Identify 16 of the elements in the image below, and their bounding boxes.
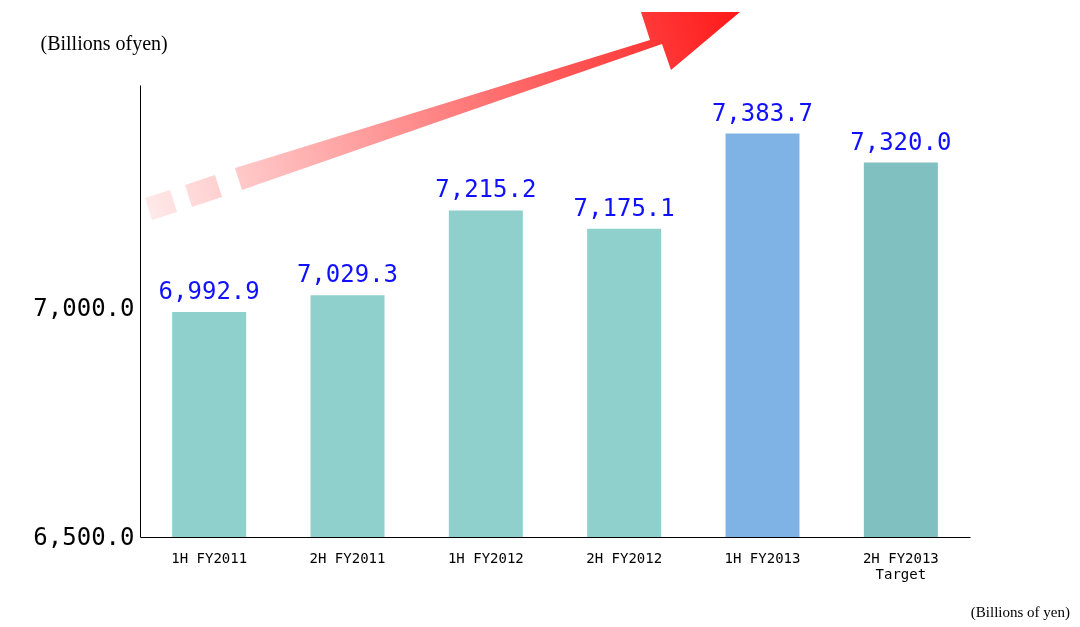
data-label: 7,215.2 bbox=[435, 175, 537, 204]
text: (Billions of yen) bbox=[970, 604, 1070, 621]
y-tick-label: 6,500.0 bbox=[33, 522, 135, 551]
data-label: 6,992.9 bbox=[158, 276, 260, 305]
x-tick-label: 2H FY2012 bbox=[586, 549, 663, 566]
x-tick-label: 2H FY2011 bbox=[309, 549, 386, 566]
y-tick-label: 7,000.0 bbox=[33, 294, 135, 323]
data-label: 7,029.3 bbox=[296, 260, 399, 289]
x-tick-label: 1H FY2012 bbox=[447, 549, 524, 566]
data-label: 7,320.0 bbox=[850, 127, 952, 156]
data-label: 7,383.7 bbox=[711, 98, 814, 127]
x-tick-label: 1H FY2011 bbox=[171, 549, 248, 566]
y-axis-title: (Billions ofyen) bbox=[40, 31, 168, 55]
data-label: 7,175.1 bbox=[573, 193, 675, 222]
x-tick-label: 1H FY2013 bbox=[724, 549, 801, 566]
x-tick-label: 2H FY2013 Target bbox=[862, 549, 939, 582]
